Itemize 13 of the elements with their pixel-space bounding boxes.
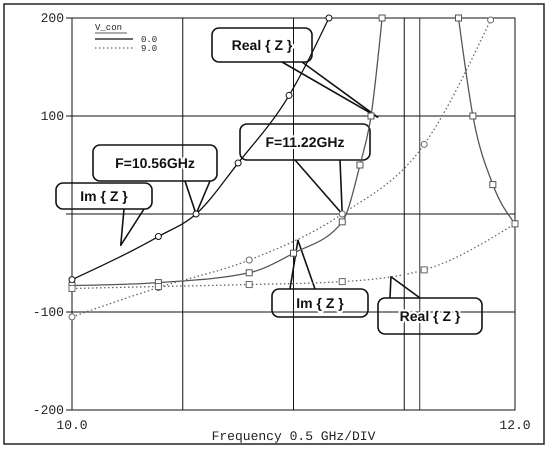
- y-tick-label: -100: [32, 305, 64, 320]
- y-tick-label: 100: [40, 109, 64, 124]
- legend-label: 0.0: [141, 35, 158, 45]
- x-tick-label: 12.0: [499, 418, 531, 434]
- annotation: Real { Z }: [232, 37, 293, 53]
- y-tick-label: 200: [40, 11, 64, 26]
- legend-title: V_con: [95, 23, 122, 33]
- x-tick-label: 10.0: [56, 418, 88, 434]
- y-tick-label: -200: [32, 403, 64, 418]
- legend-label: 9.0: [141, 44, 158, 54]
- annotation: Im { Z }: [80, 188, 128, 204]
- annotation: Im { Z }: [296, 295, 344, 311]
- x-axis-title: Frequency 0.5 GHz/DIV: [212, 429, 376, 444]
